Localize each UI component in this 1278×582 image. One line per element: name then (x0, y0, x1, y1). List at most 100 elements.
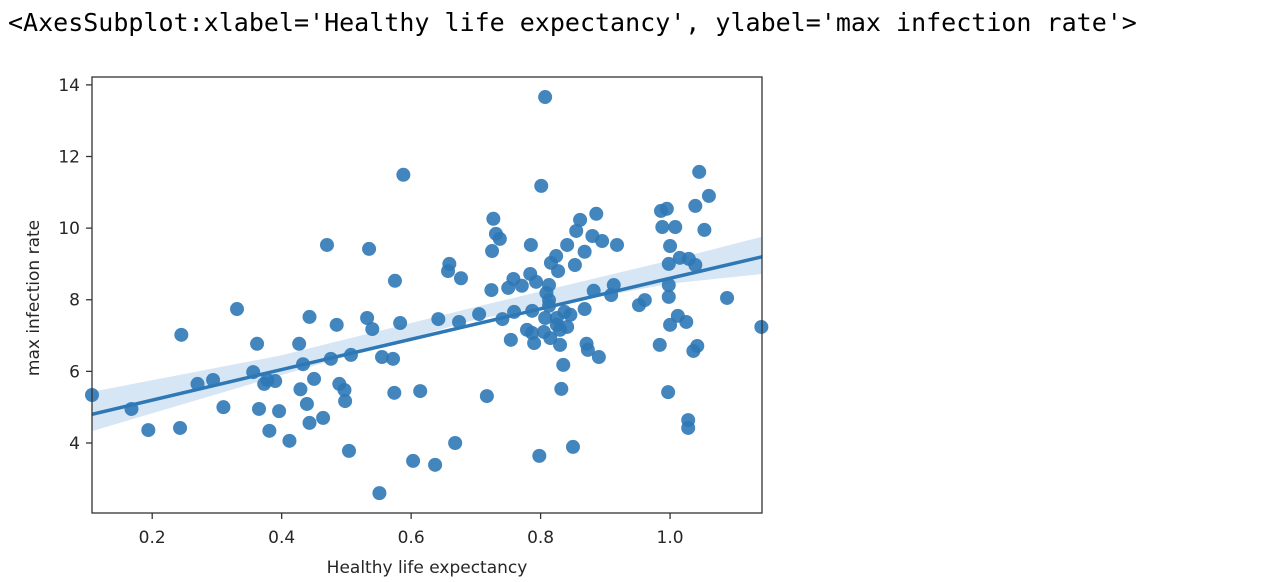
point (655, 220, 670, 235)
point (448, 435, 463, 450)
x-tick-label: 0.4 (268, 528, 295, 548)
point (554, 381, 569, 396)
point (484, 283, 499, 298)
point (268, 374, 283, 389)
point (661, 385, 676, 400)
point (486, 211, 501, 226)
point (299, 396, 314, 411)
point (393, 316, 408, 331)
point (532, 448, 547, 463)
point (387, 273, 402, 288)
point (302, 415, 317, 430)
point (372, 486, 387, 501)
point (174, 327, 189, 342)
point (428, 457, 443, 472)
point (679, 314, 694, 329)
y-tick-label: 14 (58, 76, 80, 96)
point (453, 271, 468, 286)
point (563, 307, 578, 322)
point (362, 241, 377, 256)
point (692, 164, 707, 179)
point (338, 394, 353, 409)
point (431, 312, 446, 327)
point (386, 351, 401, 366)
point (282, 433, 297, 448)
point (609, 237, 624, 252)
point (543, 331, 558, 346)
point (538, 311, 553, 326)
point (549, 249, 564, 264)
point (659, 201, 674, 216)
point (302, 309, 317, 324)
point (329, 317, 344, 332)
point (556, 357, 571, 372)
point (485, 244, 500, 259)
point (216, 400, 231, 415)
point (577, 244, 592, 259)
y-tick-label: 6 (69, 362, 80, 382)
point (527, 336, 542, 351)
point (567, 258, 582, 273)
point (565, 439, 580, 454)
plot-frame (91, 76, 763, 514)
point (230, 302, 245, 317)
point (406, 453, 421, 468)
point (514, 278, 529, 293)
point (569, 223, 584, 238)
point (319, 237, 334, 252)
point (720, 290, 735, 305)
point (560, 319, 575, 334)
point (534, 178, 549, 193)
point (577, 302, 592, 317)
point (580, 342, 595, 357)
point (173, 420, 188, 435)
point (542, 278, 557, 293)
point (413, 384, 428, 399)
point (551, 264, 566, 279)
point (652, 337, 667, 352)
point (365, 322, 380, 337)
point (396, 167, 411, 182)
x-tick-label: 1.0 (657, 528, 684, 548)
y-tick-label: 12 (58, 148, 80, 168)
y-tick-label: 8 (69, 291, 80, 311)
point (360, 311, 375, 326)
x-tick-label: 0.2 (139, 528, 166, 548)
point (387, 385, 402, 400)
point (442, 256, 457, 271)
point (252, 401, 267, 416)
point (316, 410, 331, 425)
point (529, 274, 544, 289)
point (560, 237, 575, 252)
point (375, 350, 390, 365)
point (292, 336, 307, 351)
point (492, 231, 507, 246)
point (262, 423, 277, 438)
output-text: <AxesSubplot:xlabel='Healthy life expect… (8, 8, 1137, 37)
point (523, 237, 538, 252)
point (690, 338, 705, 353)
point (538, 90, 553, 105)
point (293, 382, 308, 397)
point (341, 443, 356, 458)
point (637, 293, 652, 308)
point (681, 420, 696, 435)
point (606, 278, 621, 293)
y-axis-label: max infection rate (24, 220, 44, 376)
regression-line (91, 255, 763, 417)
point (337, 382, 352, 397)
point (701, 188, 716, 203)
point (661, 256, 676, 271)
point (479, 389, 494, 404)
point (250, 336, 265, 351)
point (573, 212, 588, 227)
point (141, 423, 156, 438)
point (503, 332, 518, 347)
point (589, 206, 604, 221)
y-tick-label: 4 (69, 434, 80, 454)
point (688, 198, 703, 213)
point (272, 404, 287, 419)
point (697, 222, 712, 237)
